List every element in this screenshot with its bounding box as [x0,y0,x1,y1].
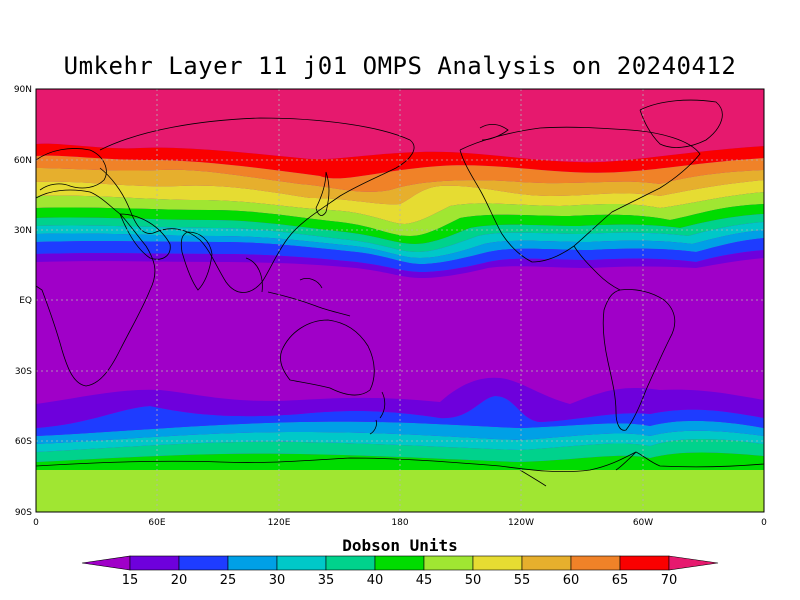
colorbar-label: 35 [318,573,335,588]
north-band-25 [36,230,764,264]
north-band-55 [36,168,764,205]
arabia-outline [119,213,171,260]
colorbar-max-triangle [668,555,719,571]
greenland-outline [639,99,723,148]
south-band-30 [36,420,764,444]
colorbar-label: 40 [367,573,384,588]
colorbar-label: 70 [661,573,678,588]
colorbar-label: 50 [465,573,482,588]
colorbar-label: 25 [220,573,237,588]
lat-label: 30S [15,367,32,377]
europe-outline [36,148,107,191]
lon-label: 120E [268,518,291,528]
colorbar-label: 55 [514,573,531,588]
antarctic-peninsula-outline [519,451,637,487]
lon-label: 0 [33,518,39,528]
north-band-40 [36,204,764,244]
colorbar-swatch [325,555,376,571]
central-america-outline [573,245,621,291]
lon-label: 60E [148,518,165,528]
colorbar-min-triangle [81,555,131,571]
colorbar-swatch [276,555,327,571]
lon-label: 60W [633,518,653,528]
north-band-45 [36,192,764,236]
nz-outline [369,391,386,435]
lat-label: 30N [14,226,32,236]
lat-label: EQ [19,296,32,306]
colorbar-swatch [129,555,180,571]
colorbar-label: 15 [122,573,139,588]
antarctica-outline [36,451,764,473]
map-frame [35,88,765,513]
south-band-45 [36,452,764,470]
north-band-65 [36,143,764,179]
colorbar-label: 65 [612,573,629,588]
north-band-60 [36,155,764,192]
lat-label: 60S [15,437,32,447]
lon-label: 180 [391,518,408,528]
australia-outline [280,319,375,396]
south-band-35 [36,430,764,452]
colorbar-label: 30 [269,573,286,588]
colorbar-swatch [423,555,474,571]
colorbar-label: 20 [171,573,188,588]
colorbar: 15 20 25 30 35 40 45 50 55 60 65 70 [81,555,719,588]
lat-label: 60N [14,156,32,166]
north-band-30 [36,222,764,258]
asia-outline [99,117,415,293]
latitude-labels: 90N 60N 30N EQ 30S 60S 90S [14,85,32,518]
north-band-35 [36,214,764,252]
north-band-20 [36,238,764,272]
graticule [36,89,764,512]
lon-label: 120W [508,518,534,528]
coastlines [36,99,764,487]
colorbar-swatch [570,555,621,571]
legend-title: Dobson Units [342,536,458,555]
seasia-outline [245,257,351,317]
colorbar-swatch [374,555,425,571]
colorbar-swatch [619,555,670,571]
north-band-15 [36,250,764,278]
lat-label: 90N [14,85,32,95]
africa-outline [36,189,156,387]
colorbar-label: 60 [563,573,580,588]
colorbar-swatch [178,555,229,571]
north-band-50 [36,180,764,224]
alaska-outline [479,124,509,141]
south-america-outline [602,289,676,431]
colorbar-label: 45 [416,573,433,588]
lat-label: 90S [15,508,32,518]
map-title: Umkehr Layer 11 j01 OMPS Analysis on 202… [63,52,737,80]
north-america-outline [459,126,701,263]
colorbar-swatch [472,555,523,571]
india-outline [180,231,213,291]
colorbar-swatch [521,555,572,571]
colorbar-swatch [227,555,278,571]
japan-outline [315,171,330,216]
lon-label: 0 [761,518,767,528]
south-band-20 [36,377,764,428]
longitude-labels: 0 60E 120E 180 120W 60W 0 [33,518,767,528]
